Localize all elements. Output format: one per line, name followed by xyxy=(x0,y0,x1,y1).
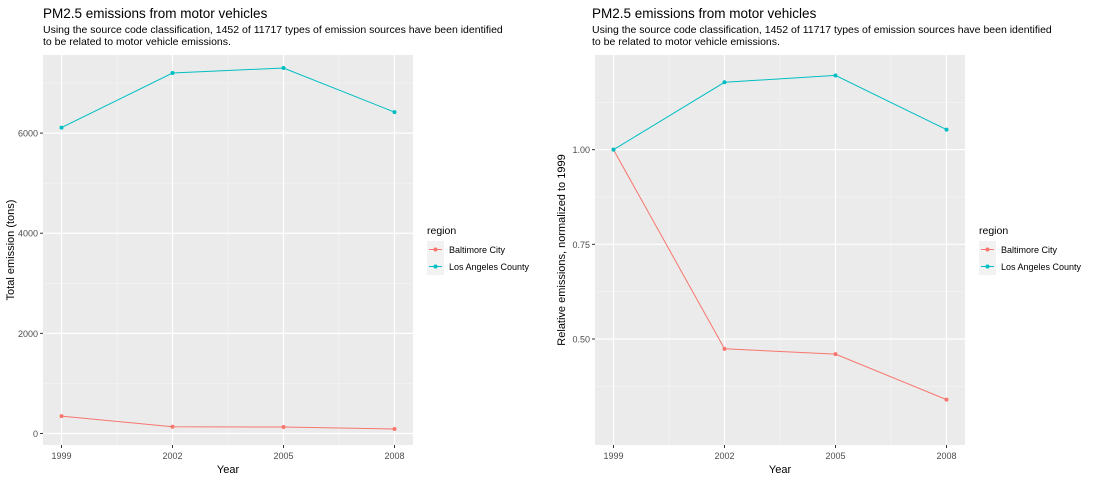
legend-point xyxy=(985,264,990,269)
chart-subtitle: Using the source code classification, 14… xyxy=(592,24,1052,48)
y-tick-label: 0 xyxy=(33,429,38,439)
legend-label: Los Angeles County xyxy=(1001,262,1082,272)
x-tick-label: 2008 xyxy=(936,451,956,461)
chart-panel-right: PM2.5 emissions from motor vehicles Usin… xyxy=(550,0,1100,480)
y-tick-label: 4000 xyxy=(18,229,38,239)
series-line xyxy=(61,415,395,430)
legend-point xyxy=(433,264,438,269)
data-point xyxy=(392,427,397,432)
chart-subtitle: Using the source code classification, 14… xyxy=(43,24,503,48)
y-tick-label: 0.75 xyxy=(572,240,590,250)
y-axis-title: Relative emissions, normalized to 1999 xyxy=(556,154,568,345)
series-line xyxy=(61,67,395,129)
legend-label: Los Angeles County xyxy=(449,262,530,272)
legend-title: region xyxy=(979,225,1008,237)
data-point xyxy=(944,127,949,132)
chart-title: PM2.5 emissions from motor vehicles xyxy=(43,6,268,21)
y-tick-label: 0.50 xyxy=(572,334,590,344)
x-tick-label: 1999 xyxy=(603,451,623,461)
data-point xyxy=(722,346,727,351)
y-tick-label: 6000 xyxy=(18,129,38,139)
chart-title: PM2.5 emissions from motor vehicles xyxy=(592,6,817,21)
data-point xyxy=(833,73,838,78)
x-tick-label: 2002 xyxy=(162,451,182,461)
data-point xyxy=(722,80,727,85)
data-point xyxy=(170,424,175,429)
series-line xyxy=(613,149,947,401)
chart-panel-left: PM2.5 emissions from motor vehicles Usin… xyxy=(5,6,530,476)
x-axis-title: Year xyxy=(217,464,240,476)
x-axis-title: Year xyxy=(769,464,792,476)
series-line xyxy=(613,74,947,151)
data-point xyxy=(944,397,949,402)
legend-point xyxy=(433,247,438,252)
legend-title: region xyxy=(427,225,456,237)
data-point xyxy=(281,424,286,429)
x-tick-label: 2005 xyxy=(273,451,293,461)
y-axis-title: Total emission (tons) xyxy=(5,200,17,301)
data-point xyxy=(833,352,838,357)
data-point xyxy=(59,414,64,419)
x-tick-label: 2005 xyxy=(825,451,845,461)
x-tick-label: 1999 xyxy=(51,451,71,461)
line-chart: 0.50 0.75 1.00 1999 2002 2005 2008 Year Relative… xyxy=(556,55,1082,476)
y-tick-label: 2000 xyxy=(18,329,38,339)
legend-point xyxy=(985,247,990,252)
x-tick-label: 2008 xyxy=(384,451,404,461)
data-point xyxy=(281,66,286,71)
x-tick-label: 2002 xyxy=(714,451,734,461)
data-point xyxy=(392,110,397,115)
legend-label: Baltimore City xyxy=(1001,245,1058,255)
data-point xyxy=(59,125,64,130)
legend-label: Baltimore City xyxy=(449,245,506,255)
y-tick-label: 1.00 xyxy=(572,145,590,155)
data-point xyxy=(170,71,175,76)
line-chart: 0 2000 4000 6000 1999 2002 2005 2008 Year Total e… xyxy=(5,55,530,476)
data-point xyxy=(611,147,616,152)
